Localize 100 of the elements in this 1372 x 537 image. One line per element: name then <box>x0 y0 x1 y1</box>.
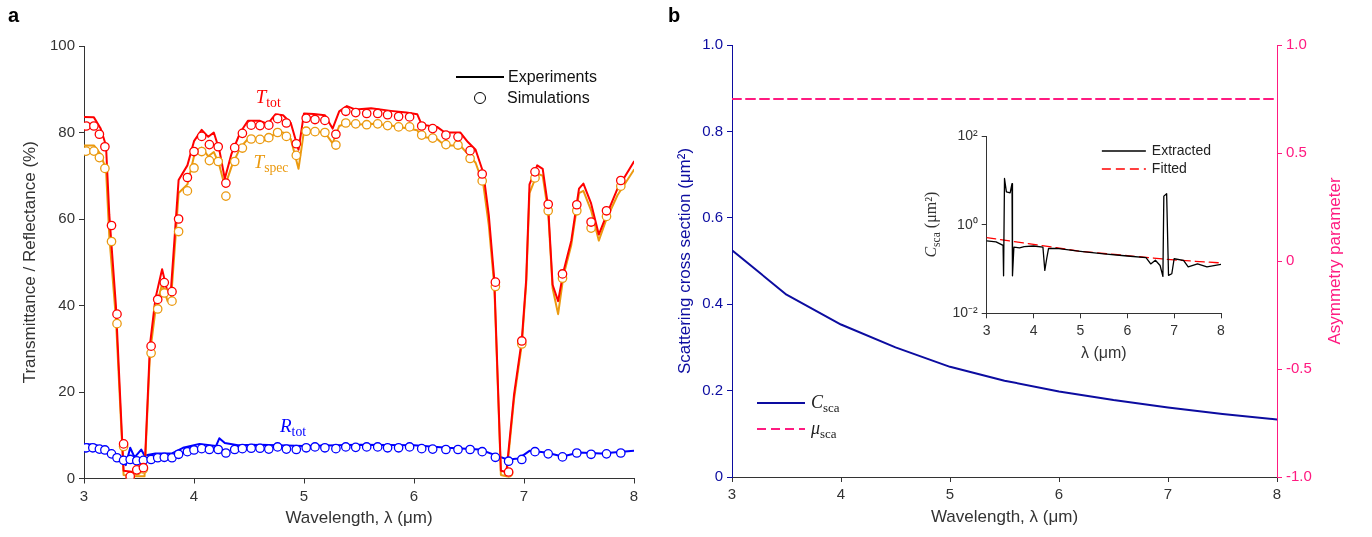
point <box>173 214 184 224</box>
point <box>350 107 361 118</box>
point <box>237 143 248 153</box>
point <box>372 119 383 129</box>
point <box>601 449 612 459</box>
point <box>310 114 320 125</box>
point <box>615 448 626 458</box>
point <box>255 443 265 454</box>
x-axis-title: Wavelength, λ (μm) <box>930 506 1079 526</box>
point <box>320 115 330 126</box>
point <box>167 286 177 297</box>
point <box>340 106 351 117</box>
point <box>310 442 320 452</box>
point <box>246 443 257 454</box>
point <box>477 446 488 457</box>
point <box>112 318 122 329</box>
point <box>340 118 351 128</box>
point <box>246 120 257 130</box>
x-tick-label: 5 <box>945 485 955 503</box>
point <box>281 131 292 142</box>
y-tick-label: 80 <box>58 122 75 140</box>
x-axis-title: λ (μm) <box>1081 343 1127 361</box>
point <box>543 449 554 459</box>
point <box>204 139 215 150</box>
point <box>393 111 404 122</box>
point <box>516 454 527 465</box>
point <box>263 444 274 454</box>
point <box>89 121 99 131</box>
line-series <box>986 236 1221 264</box>
point <box>213 141 224 152</box>
point <box>106 220 117 231</box>
point <box>237 443 248 454</box>
point <box>601 205 612 216</box>
point <box>465 145 475 156</box>
point <box>310 126 320 137</box>
point <box>543 199 554 210</box>
point <box>586 449 596 460</box>
x-tick-label: 3 <box>79 486 89 504</box>
point <box>255 120 265 131</box>
x-tick-label: 5 <box>299 486 309 504</box>
point <box>229 156 240 167</box>
annotation: Experiments <box>508 67 597 87</box>
y-tick-label: 10² <box>957 126 979 143</box>
annotation: Simulations <box>507 88 590 108</box>
y-tick-label: 20 <box>58 382 75 400</box>
point <box>372 108 383 119</box>
point <box>173 449 184 460</box>
point <box>189 163 199 173</box>
y2-tick-label: 0.5 <box>1286 143 1307 161</box>
y-axis-title: Transmittance / Reflectance (%) <box>19 141 39 384</box>
point <box>221 191 231 201</box>
point <box>281 118 292 128</box>
x-tick-label: 8 <box>1272 485 1282 503</box>
point <box>350 442 361 453</box>
x-tick-label: 6 <box>1054 485 1064 503</box>
point <box>146 341 156 351</box>
point <box>490 452 501 463</box>
point <box>503 456 514 467</box>
point <box>465 444 475 455</box>
y-tick-label: 40 <box>58 295 75 313</box>
point <box>571 448 582 458</box>
point <box>263 132 274 143</box>
point <box>196 443 207 454</box>
point <box>182 186 193 196</box>
point <box>159 288 170 298</box>
point <box>571 199 582 210</box>
point <box>281 444 292 454</box>
point <box>246 134 257 144</box>
point <box>204 155 215 166</box>
point <box>152 304 163 314</box>
point <box>416 443 427 454</box>
x-tick-label: 7 <box>1170 321 1179 338</box>
point <box>94 129 105 140</box>
x-tick-label: 6 <box>409 486 419 504</box>
point <box>152 294 163 305</box>
point <box>189 445 199 455</box>
point <box>106 236 117 247</box>
point <box>416 121 427 131</box>
point <box>361 108 372 119</box>
point <box>427 444 438 454</box>
point <box>441 139 451 150</box>
point <box>89 146 99 156</box>
point <box>229 142 240 153</box>
y-tick-label: 0.4 <box>702 294 723 312</box>
y-tick-label: 60 <box>58 209 75 227</box>
point <box>173 226 184 237</box>
x-tick-label: 5 <box>1076 321 1085 338</box>
point <box>382 120 393 131</box>
point <box>557 452 568 462</box>
point <box>112 309 122 319</box>
y2-tick-label: -0.5 <box>1286 359 1312 377</box>
x-tick-label: 4 <box>189 486 199 504</box>
y-tick-label: 0 <box>66 468 75 486</box>
point <box>441 444 451 455</box>
point <box>204 444 215 455</box>
point <box>404 442 415 452</box>
legend-label: Extracted <box>1151 141 1211 158</box>
x-tick-label: 3 <box>982 321 991 338</box>
point <box>100 445 110 455</box>
point <box>272 113 283 124</box>
